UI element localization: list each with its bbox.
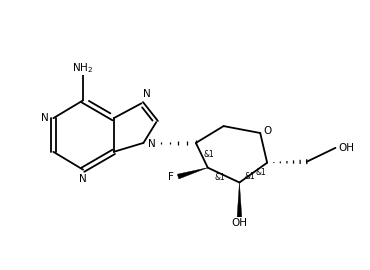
Text: OH: OH	[231, 218, 248, 228]
Text: F: F	[168, 171, 174, 181]
Text: N: N	[144, 89, 151, 99]
Text: N: N	[148, 139, 156, 149]
Polygon shape	[177, 168, 208, 179]
Text: &1: &1	[244, 171, 255, 181]
Text: &1: &1	[204, 150, 215, 159]
Text: O: O	[263, 126, 272, 136]
Text: N: N	[41, 113, 48, 123]
Text: NH$_2$: NH$_2$	[73, 61, 94, 75]
Text: OH: OH	[339, 143, 354, 153]
Text: &1: &1	[255, 168, 266, 177]
Polygon shape	[237, 183, 242, 219]
Text: &1: &1	[215, 173, 225, 182]
Text: N: N	[79, 174, 87, 184]
